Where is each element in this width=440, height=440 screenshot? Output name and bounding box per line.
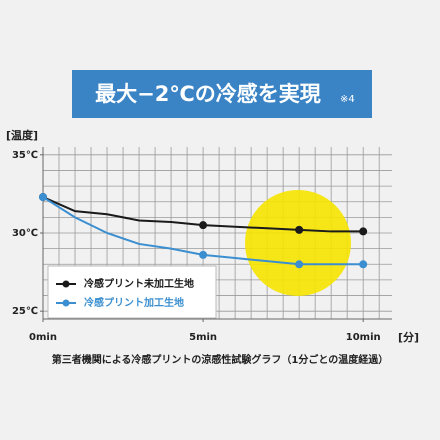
legend-marker — [62, 280, 70, 288]
legend — [47, 265, 217, 319]
highlight — [245, 190, 351, 296]
y-axis-label: [温度] — [6, 128, 38, 142]
y-tick-label: 30℃ — [12, 228, 38, 239]
y-tick-label: 35℃ — [12, 150, 38, 161]
y-tick-label: 25℃ — [12, 306, 38, 317]
caption: 第三者機関による冷感プリントの涼感性試験グラフ（1分ごとの温度経過） — [52, 353, 389, 366]
title-banner — [72, 70, 372, 118]
point — [359, 227, 368, 236]
point — [39, 193, 47, 202]
point — [199, 250, 208, 259]
chart-title: 最大−2℃の冷感を実現 — [95, 82, 321, 106]
x-tick-label: 10min — [346, 332, 381, 343]
point — [295, 225, 304, 234]
title-note: ※4 — [340, 94, 355, 105]
legend-label: 冷感プリント加工生地 — [84, 296, 184, 309]
x-tick-label: 0min — [29, 332, 57, 343]
legend-marker — [62, 299, 70, 307]
legend-label: 冷感プリント未加工生地 — [84, 277, 194, 290]
plot — [39, 193, 368, 269]
x-axis-label: [分] — [398, 330, 419, 344]
point — [359, 260, 368, 269]
x-tick-label: 5min — [189, 332, 217, 343]
point — [295, 260, 304, 269]
point — [199, 221, 208, 230]
